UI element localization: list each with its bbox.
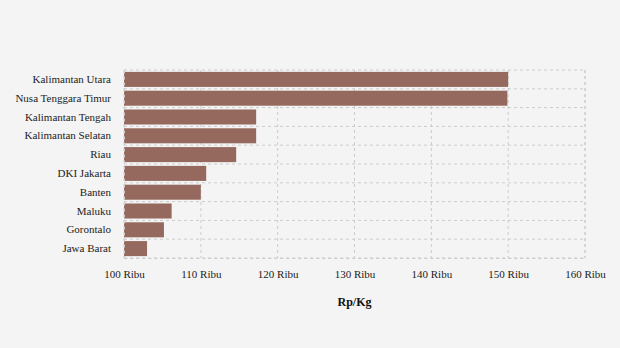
- y-tick: Kalimantan Selatan: [25, 129, 124, 141]
- y-tick: DKI Jakarta: [58, 167, 124, 179]
- y-tick-label: DKI Jakarta: [58, 167, 112, 179]
- bar: [124, 147, 236, 162]
- grid-line: [124, 126, 585, 127]
- x-tick-label: 150 Ribu: [488, 268, 529, 280]
- x-tick-label: 160 Ribu: [565, 268, 606, 280]
- x-axis: 100 Ribu 110 Ribu 120 Ribu 130 Ribu 140 Ribu…: [104, 258, 606, 280]
- y-tick: Jawa Barat: [62, 242, 124, 254]
- bar: [124, 72, 508, 87]
- grid-line: [124, 70, 585, 71]
- y-tick: Nusa Tenggara Timur: [15, 92, 124, 104]
- x-tick: 160 Ribu: [565, 258, 606, 280]
- chart: 100 Ribu 110 Ribu 120 Ribu 130 Ribu 140 Ribu…: [0, 0, 620, 348]
- y-tick-label: Riau: [90, 148, 111, 160]
- x-tick-label: 100 Ribu: [104, 268, 145, 280]
- grid-line: [124, 239, 585, 240]
- y-tick-label: Kalimantan Selatan: [25, 129, 112, 141]
- x-tick: 140 Ribu: [412, 258, 453, 280]
- x-tick: 150 Ribu: [488, 258, 529, 280]
- x-tick: 100 Ribu: [104, 258, 145, 280]
- x-tick: 130 Ribu: [335, 258, 376, 280]
- y-tick: Maluku: [77, 205, 124, 217]
- bar: [124, 185, 201, 200]
- y-tick: Kalimantan Tengah: [25, 111, 124, 123]
- bar: [124, 109, 256, 124]
- y-tick-label: Banten: [80, 186, 112, 198]
- bar: [124, 241, 147, 256]
- y-tick-label: Maluku: [77, 205, 112, 217]
- grid-line: [124, 88, 585, 89]
- grid-line: [124, 220, 585, 221]
- x-tick-label: 110 Ribu: [181, 268, 222, 280]
- y-axis-line: [124, 71, 125, 259]
- y-tick: Banten: [80, 186, 124, 198]
- x-axis-title: Rp/Kg: [337, 295, 371, 309]
- bar: [124, 128, 256, 143]
- grid: [124, 70, 585, 258]
- x-tick: 120 Ribu: [258, 258, 299, 280]
- x-tick: 110 Ribu: [181, 258, 222, 280]
- bars: [124, 72, 508, 256]
- y-tick: Gorontalo: [66, 223, 124, 235]
- bar: [124, 203, 172, 218]
- y-axis: Kalimantan Utara Nusa Tenggara Timur Kalim…: [15, 71, 124, 259]
- x-tick-label: 130 Ribu: [335, 268, 376, 280]
- y-tick-label: Kalimantan Tengah: [25, 111, 112, 123]
- x-tick-label: 140 Ribu: [412, 268, 453, 280]
- grid-line: [124, 145, 585, 146]
- y-tick-label: Nusa Tenggara Timur: [15, 92, 111, 104]
- y-tick-label: Gorontalo: [66, 223, 111, 235]
- grid-line: [124, 164, 585, 165]
- grid-line: [124, 107, 585, 108]
- x-axis-line: [125, 258, 586, 259]
- grid-line: [124, 201, 585, 202]
- bar: [124, 166, 206, 181]
- grid-line: [124, 182, 585, 183]
- y-tick-label: Jawa Barat: [62, 242, 111, 254]
- y-tick-label: Kalimantan Utara: [33, 73, 112, 85]
- plot: 100 Ribu 110 Ribu 120 Ribu 130 Ribu 140 Ribu…: [15, 70, 606, 280]
- frame: [585, 70, 586, 258]
- y-tick: Kalimantan Utara: [33, 73, 125, 85]
- y-tick: Riau: [90, 148, 124, 160]
- grid-line: [124, 258, 585, 259]
- x-tick-label: 120 Ribu: [258, 268, 299, 280]
- bar: [124, 91, 507, 106]
- bar: [124, 222, 164, 237]
